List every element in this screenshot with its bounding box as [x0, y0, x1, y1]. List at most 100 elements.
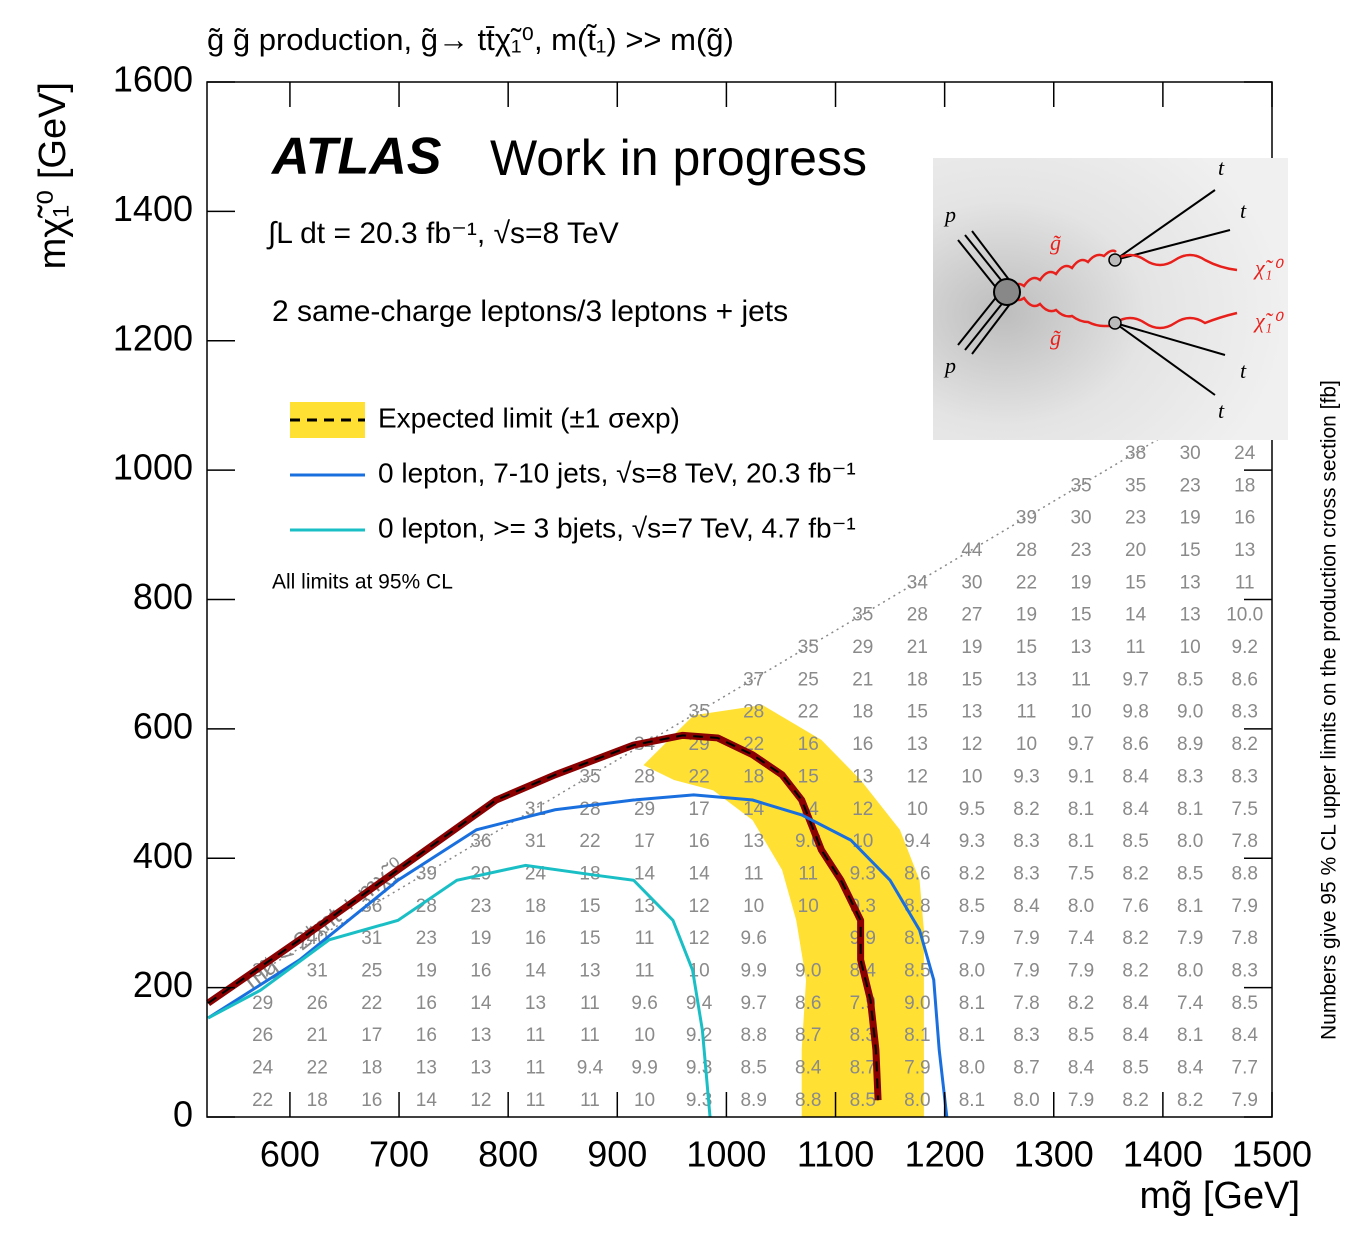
limit-value: 8.5: [1177, 863, 1203, 884]
limit-value: 7.9: [959, 928, 985, 949]
x-tick-label: 1300: [1014, 1134, 1094, 1175]
limit-value: 14: [416, 1090, 438, 1111]
top-line: [1114, 189, 1216, 261]
limit-value: 25: [361, 960, 382, 981]
limit-value: 9.3: [850, 863, 876, 884]
limit-value: 22: [579, 831, 600, 852]
limit-value: 16: [525, 928, 546, 949]
y-tick-label: 1400: [113, 188, 193, 229]
limit-value: 8.3: [1013, 831, 1039, 852]
limit-value: 9.2: [1232, 637, 1258, 658]
limit-value: 10: [907, 799, 928, 820]
limit-value: 14: [689, 863, 711, 884]
limit-value: 28: [579, 799, 600, 820]
limit-value: 8.5: [1122, 831, 1148, 852]
limit-value: 9.6: [631, 993, 657, 1014]
limit-value: 16: [416, 1025, 437, 1046]
inset-label: χ̃₁⁰: [1253, 308, 1284, 333]
limit-value: 8.4: [795, 1058, 822, 1079]
limit-value: 8.1: [959, 1025, 985, 1046]
x-tick-label: 1500: [1232, 1134, 1312, 1175]
limit-value: 9.3: [1013, 766, 1039, 787]
limit-value: 23: [1070, 540, 1091, 561]
atlas-label: ATLAS: [270, 128, 442, 186]
limit-value: 7.8: [1232, 928, 1258, 949]
limit-curve: [207, 793, 949, 1118]
limit-value: 13: [1234, 540, 1255, 561]
limit-value: 36: [361, 896, 382, 917]
inset-label: p: [943, 353, 956, 378]
limit-curve: [207, 863, 712, 1118]
limit-value: 7.9: [1068, 960, 1094, 981]
limit-value: 8.0: [1068, 896, 1094, 917]
limit-value: 38: [1125, 443, 1146, 464]
y-tick-label: 400: [133, 835, 193, 876]
limit-value: 28: [743, 702, 764, 723]
limit-value: 8.4: [1122, 799, 1149, 820]
limit-value: 9.7: [1068, 734, 1094, 755]
limit-value: 9.3: [686, 1058, 712, 1079]
limit-value: 13: [634, 896, 655, 917]
proton-line: [964, 234, 1006, 286]
limit-value: 10: [634, 1090, 655, 1111]
limit-value: 9.4: [577, 1058, 604, 1079]
inset-label: t: [1240, 358, 1247, 383]
y-axis-label: mχ̃₁⁰ [GeV]: [32, 82, 74, 269]
limit-value: 35: [852, 605, 873, 626]
inset-label: p: [943, 202, 956, 227]
limit-value: 7.8: [1232, 831, 1258, 852]
inset-label: g̃: [1050, 325, 1061, 350]
limit-value: 13: [743, 831, 764, 852]
limit-value: 13: [579, 960, 600, 981]
limit-value: 12: [470, 1090, 491, 1111]
limit-value: 31: [361, 928, 382, 949]
proton-line: [971, 230, 1011, 282]
legend-label: 0 lepton, 7-10 jets, √s=8 TeV, 20.3 fb⁻¹: [378, 457, 856, 488]
limit-value: 12: [689, 896, 710, 917]
inset-label: t: [1218, 155, 1225, 180]
limit-value: 8.2: [1122, 1090, 1148, 1111]
limit-value: 7.5: [1232, 799, 1258, 820]
limit-value: 8.6: [1232, 669, 1258, 690]
limit-value: 11: [1071, 669, 1091, 690]
limit-value: 39: [1016, 508, 1037, 529]
limit-value: 8.2: [1122, 960, 1148, 981]
chart-title: g̃ g̃ production, g̃→ tt̄χ̃₁⁰, m(t̃₁) >>…: [207, 22, 734, 57]
limit-value: 20: [1125, 540, 1146, 561]
proton-line: [964, 299, 1006, 351]
limit-value: 8.6: [904, 863, 930, 884]
limit-value: 28: [1016, 540, 1037, 561]
limit-value: 34: [907, 572, 929, 593]
limit-value: 15: [961, 669, 982, 690]
proton-line: [957, 239, 999, 291]
limit-value: 8.6: [904, 928, 930, 949]
x-tick-label: 1000: [686, 1134, 766, 1175]
limit-value: 15: [579, 928, 600, 949]
x-tick-label: 1100: [797, 1134, 874, 1175]
inset-label: t: [1240, 198, 1247, 223]
limit-value: 8.2: [1122, 928, 1148, 949]
y-tick-label: 800: [133, 576, 193, 617]
limit-value: 10: [1070, 702, 1091, 723]
limit-value: 13: [470, 1025, 491, 1046]
x-axis-label: mg̃ [GeV]: [1140, 1175, 1301, 1217]
limit-value: 14: [743, 799, 765, 820]
limit-value: 8.0: [959, 1058, 985, 1079]
limit-value: 8.6: [795, 993, 821, 1014]
limit-value: 11: [526, 1090, 546, 1111]
limit-value: 16: [1234, 508, 1255, 529]
limit-value: 11: [526, 1058, 546, 1079]
limit-value: 8.0: [904, 1090, 930, 1111]
limit-value: 19: [416, 960, 437, 981]
limit-value: 39: [416, 863, 437, 884]
vertex: [1108, 253, 1122, 267]
limit-value: 7.9: [1068, 1090, 1094, 1111]
limit-value: 11: [1126, 637, 1146, 658]
neutralino-line: [1114, 311, 1238, 330]
limit-value: 8.9: [740, 1090, 766, 1111]
limit-value: 14: [634, 863, 656, 884]
limit-value: 14: [1125, 605, 1147, 626]
limit-value: 7.6: [1122, 896, 1148, 917]
limit-value: 18: [525, 896, 546, 917]
